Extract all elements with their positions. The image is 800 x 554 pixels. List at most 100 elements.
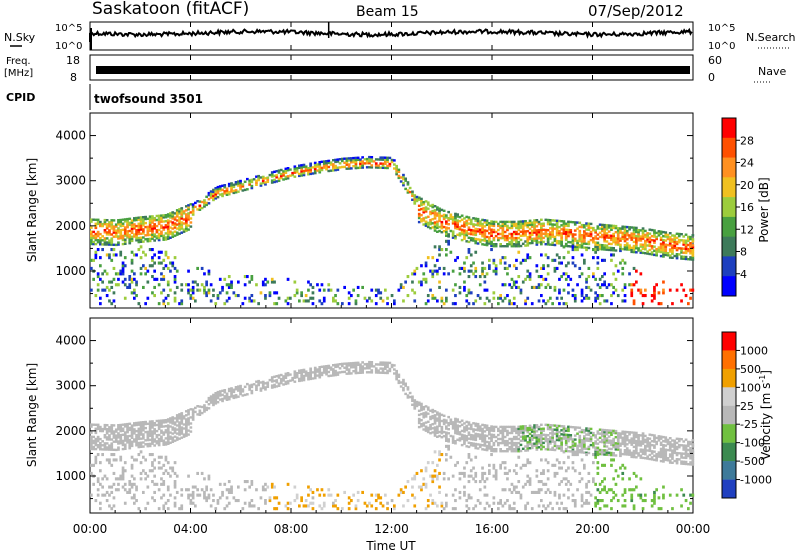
velocity-cell [191,490,195,494]
power-cell [614,277,618,281]
power-cell [142,228,145,231]
velocity-cell [232,394,236,398]
velocity-cell [644,448,647,452]
power-cell [205,283,208,287]
power-cell [365,299,369,303]
power-cell [467,228,471,231]
power-cell [506,226,509,230]
power-cell [478,222,482,225]
power-cell [148,229,152,232]
power-cell [447,210,450,214]
power-cell [133,235,136,238]
velocity-cell [277,376,281,379]
power-cell [173,296,177,300]
power-cell [555,242,559,245]
velocity-cell [216,501,220,505]
velocity-cell [332,501,335,505]
velocity-cell [293,499,297,503]
power-cell [137,218,141,221]
velocity-cell [521,431,525,434]
velocity-cell [395,376,398,379]
velocity-cell [160,421,163,424]
power-cell [524,224,527,227]
power-cell [576,243,579,247]
power-cell [162,214,166,217]
power-cell [675,232,679,235]
power-cell [205,203,208,207]
power-cell [151,235,154,238]
power-cell [463,225,466,228]
velocity-cell [648,449,652,453]
power-cell [540,228,543,232]
power-cell [506,245,509,248]
power-cell [650,228,654,232]
velocity-cell [361,369,364,372]
velocity-cell [598,450,602,454]
power-cell [99,241,102,244]
velocity-cell [524,437,527,440]
velocity-cell [135,458,138,462]
power-cell [682,257,686,260]
velocity-cell [490,449,493,453]
power-cell [318,299,322,303]
power-cell [137,216,141,219]
velocity-cell [96,425,100,429]
power-cell [146,225,150,229]
power-cell [185,221,188,224]
power-cell [157,216,161,219]
power-cell [469,253,473,257]
velocity-cell [185,434,188,437]
power-cell [442,225,446,229]
velocity-cell [123,435,127,438]
power-cell [474,241,478,245]
power-cell [123,256,127,260]
power-cell [180,283,184,287]
power-cell [133,225,136,228]
velocity-cell [528,440,532,444]
velocity-cell [562,425,566,428]
velocity-cell [110,426,114,429]
velocity-cell [467,496,471,500]
power-cell [248,181,251,184]
power-cell [426,225,430,229]
power-cell [185,217,188,220]
velocity-cell [153,499,156,503]
velocity-cell [465,461,469,465]
velocity-cell [112,440,116,443]
power-cell [583,232,586,235]
power-cell [169,226,172,229]
velocity-cell [440,504,444,508]
velocity-cell [460,423,464,426]
power-cell [603,225,606,229]
velocity-cell [393,372,396,375]
velocity-cell [135,485,138,489]
power-cell [354,162,358,166]
power-cell [569,233,573,236]
velocity-cell [610,507,613,511]
velocity-cell [598,448,602,452]
power-cell [198,206,202,209]
velocity-cell [359,365,362,368]
velocity-cell [295,374,299,377]
velocity-cell [307,504,310,508]
power-cell [203,285,206,289]
power-cell [533,239,536,242]
velocity-cell [454,463,457,467]
power-cell [191,207,195,210]
velocity-cell [616,436,620,439]
velocity-cell [420,419,423,422]
velocity-cell [528,477,532,481]
power-cell [218,185,222,188]
power-cell [160,272,163,276]
power-cell [469,269,473,273]
velocity-cell [137,421,141,424]
velocity-cell [316,368,319,371]
power-cell [266,176,270,179]
velocity-cell [490,447,493,451]
power-cell [146,233,150,237]
power-cell [578,225,582,229]
power-cell [641,233,645,236]
velocity-cell [126,441,129,444]
velocity-cell [598,490,602,494]
velocity-cell [426,408,430,411]
